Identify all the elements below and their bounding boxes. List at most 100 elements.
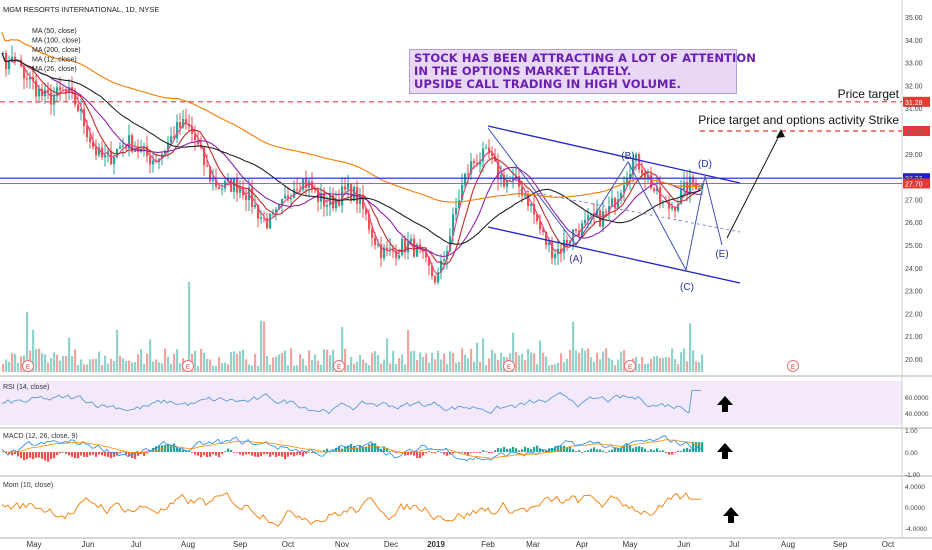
macd-hist-119 bbox=[119, 452, 122, 454]
macd-hist-239 bbox=[239, 452, 242, 455]
macd-signal-line bbox=[2, 439, 702, 459]
volume-bar-137 bbox=[413, 350, 416, 372]
volume-bar-46 bbox=[140, 349, 143, 372]
volume-bar-212 bbox=[638, 363, 641, 372]
rsi-tick-40.0000: 40.0000 bbox=[905, 411, 929, 418]
volume-bar-139 bbox=[419, 352, 422, 372]
candle-body-61 bbox=[185, 119, 188, 124]
candle-body-17 bbox=[53, 96, 56, 105]
macd-hist-254 bbox=[254, 452, 257, 457]
candle-body-72 bbox=[218, 186, 221, 190]
macd-hist-137 bbox=[137, 452, 140, 456]
legend-item-4: MA (26, close) bbox=[32, 66, 77, 73]
macd-hist-206 bbox=[206, 452, 209, 458]
x-tick-Jun: Jun bbox=[678, 540, 691, 549]
macd-hist-431 bbox=[431, 452, 434, 453]
candle-body-88 bbox=[266, 218, 269, 229]
volume-bar-22 bbox=[68, 337, 71, 372]
volume-bar-221 bbox=[665, 357, 668, 372]
macd-hist-641 bbox=[641, 447, 644, 452]
candle-body-54 bbox=[164, 151, 167, 155]
candle-body-143 bbox=[431, 265, 434, 277]
macd-hist-50 bbox=[50, 452, 53, 460]
candle-body-83 bbox=[251, 187, 254, 207]
mom-tick--4.0000: -4.0000 bbox=[905, 526, 927, 533]
volume-bar-91 bbox=[275, 356, 278, 372]
candle-body-157 bbox=[473, 161, 476, 163]
macd-hist-515 bbox=[515, 448, 518, 452]
volume-bar-132 bbox=[398, 357, 401, 372]
macd-hist-443 bbox=[443, 452, 446, 455]
volume-bar-231 bbox=[695, 361, 698, 372]
macd-hist-689 bbox=[689, 449, 692, 452]
price-label-bg-2 bbox=[903, 173, 930, 184]
volume-bar-123 bbox=[371, 352, 374, 372]
macd-hist-68 bbox=[68, 452, 71, 456]
macd-hist-623 bbox=[623, 445, 626, 452]
macd-hist-263 bbox=[263, 452, 266, 455]
volume-bar-181 bbox=[545, 356, 548, 372]
volume-bar-225 bbox=[677, 364, 680, 372]
volume-bar-120 bbox=[362, 359, 365, 372]
macd-hist-683 bbox=[683, 448, 686, 452]
volume-bar-100 bbox=[302, 358, 305, 372]
macd-hist-5 bbox=[5, 452, 8, 453]
candle-body-207 bbox=[623, 185, 626, 193]
macd-hist-692 bbox=[692, 442, 695, 452]
macd-hist-554 bbox=[554, 446, 557, 452]
candle-body-11 bbox=[35, 80, 38, 97]
candle-body-188 bbox=[566, 239, 569, 244]
candle-body-110 bbox=[332, 195, 335, 209]
macd-hist-230 bbox=[230, 449, 233, 452]
macd-hist-371 bbox=[371, 443, 374, 452]
y-tick-32.00: 32.00 bbox=[905, 83, 923, 90]
candle-body-112 bbox=[338, 199, 341, 206]
macd-hist-509 bbox=[509, 448, 512, 452]
candle-body-204 bbox=[614, 198, 617, 208]
macd-hist-653 bbox=[653, 450, 656, 452]
candle-body-152 bbox=[458, 200, 461, 209]
channel-upper bbox=[487, 125, 741, 184]
earnings-marker-5 bbox=[787, 360, 799, 372]
candle-body-136 bbox=[410, 238, 413, 242]
candle-body-151 bbox=[455, 208, 458, 215]
macd-hist-362 bbox=[362, 446, 365, 452]
x-tick-Nov: Nov bbox=[335, 540, 349, 549]
candle-body-39 bbox=[119, 146, 122, 149]
candle-body-171 bbox=[515, 176, 518, 179]
macd-hist-668 bbox=[668, 452, 671, 455]
volume-bar-90 bbox=[272, 357, 275, 372]
candle-body-191 bbox=[575, 229, 578, 231]
ma50-line bbox=[1, 52, 702, 258]
candle-body-138 bbox=[416, 244, 419, 257]
volume-bar-6 bbox=[20, 356, 23, 372]
candle-body-137 bbox=[413, 238, 416, 257]
candle-body-64 bbox=[194, 133, 197, 141]
macd-hist-506 bbox=[506, 448, 509, 452]
macd-hist-410 bbox=[410, 452, 413, 455]
macd-hist-260 bbox=[260, 452, 263, 457]
candle-body-59 bbox=[179, 122, 182, 128]
candle-body-147 bbox=[443, 259, 446, 261]
callout-line-1: STOCK HAS BEEN ATTRACTING A LOT OF ATTEN… bbox=[414, 51, 756, 65]
volume-bar-197 bbox=[593, 361, 596, 372]
candle-body-100 bbox=[302, 178, 305, 190]
volume-bar-118 bbox=[356, 361, 359, 372]
volume-bar-34 bbox=[104, 355, 107, 372]
macd-hist-269 bbox=[269, 452, 272, 457]
volume-bar-68 bbox=[206, 358, 209, 372]
earnings-marker-0 bbox=[22, 360, 34, 372]
candle-body-23 bbox=[71, 87, 74, 91]
volume-bar-205 bbox=[617, 359, 620, 372]
volume-bar-31 bbox=[95, 358, 98, 372]
volume-bar-20 bbox=[62, 355, 65, 372]
volume-bar-12 bbox=[38, 348, 41, 372]
volume-bar-228 bbox=[686, 361, 689, 372]
candle-body-85 bbox=[257, 204, 260, 219]
wave-label-2: (C) bbox=[680, 282, 694, 293]
candle-body-93 bbox=[281, 198, 284, 205]
macd-hist-164 bbox=[164, 445, 167, 452]
macd-hist-404 bbox=[404, 452, 407, 456]
volume-bar-55 bbox=[167, 356, 170, 372]
